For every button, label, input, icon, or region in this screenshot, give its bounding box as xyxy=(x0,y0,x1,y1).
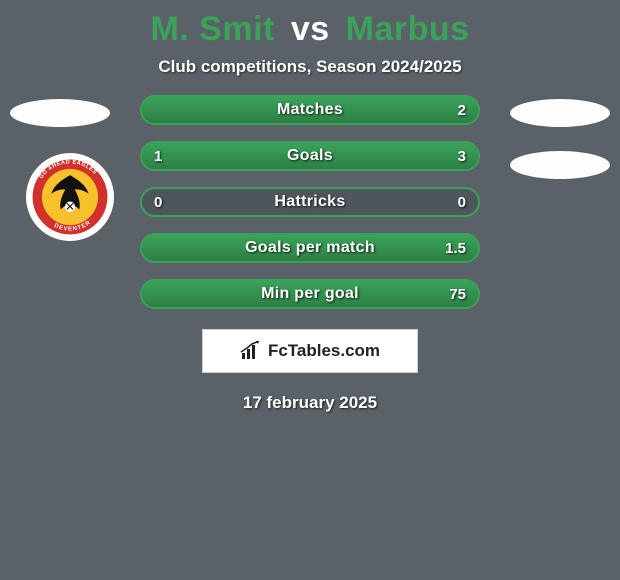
stat-label: Matches xyxy=(142,97,478,123)
page-title: M. Smit vs Marbus xyxy=(0,0,620,49)
subtitle: Club competitions, Season 2024/2025 xyxy=(0,57,620,77)
stat-right-value: 1.5 xyxy=(445,235,466,261)
title-joiner: vs xyxy=(291,10,330,48)
stat-row: Matches2 xyxy=(140,95,480,125)
stat-row: 1Goals3 xyxy=(140,141,480,171)
stat-rows: Matches2 1Goals3 0Hattricks0 Goals per matc… xyxy=(140,95,480,325)
brand-box: FcTables.com xyxy=(202,329,418,373)
stat-label: Hattricks xyxy=(142,189,478,215)
date-text: 17 february 2025 xyxy=(0,393,620,413)
title-right: Marbus xyxy=(346,10,470,48)
brand-text: FcTables.com xyxy=(268,341,380,361)
stat-label: Goals xyxy=(142,143,478,169)
stat-row: Goals per match1.5 xyxy=(140,233,480,263)
avatar-placeholder-right-2 xyxy=(510,151,610,179)
stat-right-value: 3 xyxy=(458,143,466,169)
stat-label: Min per goal xyxy=(142,281,478,307)
stat-row: Min per goal75 xyxy=(140,279,480,309)
stat-right-value: 75 xyxy=(449,281,466,307)
stat-right-value: 2 xyxy=(458,97,466,123)
club-crest-left: GO AHEAD EAGLES DEVENTER xyxy=(26,153,114,241)
stat-row: 0Hattricks0 xyxy=(140,187,480,217)
go-ahead-eagles-icon: GO AHEAD EAGLES DEVENTER xyxy=(31,158,109,236)
avatar-placeholder-left xyxy=(10,99,110,127)
stat-label: Goals per match xyxy=(142,235,478,261)
barchart-icon xyxy=(240,341,262,361)
stat-right-value: 0 xyxy=(458,189,466,215)
title-left: M. Smit xyxy=(150,10,274,48)
avatar-placeholder-right-1 xyxy=(510,99,610,127)
